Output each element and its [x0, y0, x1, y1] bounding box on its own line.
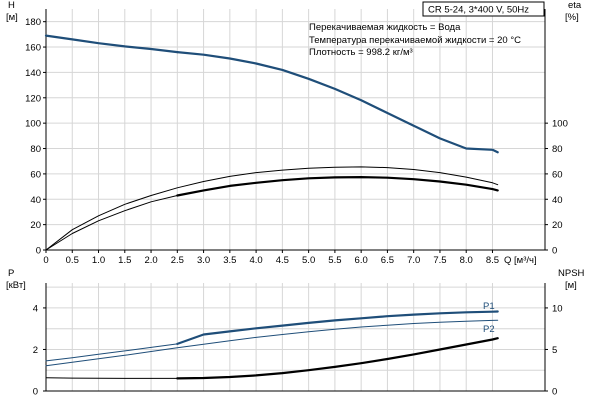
x-tick-label: 3.5: [223, 255, 236, 266]
head-axis-name: H: [8, 0, 15, 11]
head-tick-label: 0: [36, 246, 41, 257]
x-tick-label: 6.5: [381, 255, 394, 266]
eta-tick-label: 20: [552, 220, 563, 231]
head-tick-label: 120: [25, 93, 41, 104]
power-axis-unit: [кВт]: [6, 280, 26, 291]
top-right-curve: [45, 166, 499, 251]
x-tick-label: 0: [43, 255, 48, 266]
head-tick-label: 40: [30, 195, 41, 206]
bottom-p1-curve: [45, 343, 178, 362]
head-tick-label: 140: [25, 68, 41, 79]
info-liquid: Перекачиваемая жидкость = Вода: [309, 22, 461, 33]
power-tick-label: 4: [33, 303, 38, 314]
head-tick-label: 100: [25, 119, 41, 130]
npsh-tick-label: 10: [552, 303, 563, 314]
x-tick-label: 3.0: [197, 255, 210, 266]
eta-tick-label: 80: [552, 144, 563, 155]
npsh-tick-label: 0: [552, 387, 557, 398]
eta-tick-label: 100: [552, 119, 568, 130]
head-tick-label: 20: [30, 220, 41, 231]
series-label-p2: P2: [483, 324, 495, 335]
head-tick-label: 180: [25, 17, 41, 28]
x-tick-label: 4.5: [276, 255, 289, 266]
x-tick-label: 0.5: [66, 255, 79, 266]
x-tick-label: 4.0: [249, 255, 262, 266]
power-tick-label: 2: [33, 345, 38, 356]
head-tick-label: 80: [30, 144, 41, 155]
power-tick-label: 0: [33, 387, 38, 398]
eta-axis-unit: [%]: [565, 12, 579, 23]
x-tick-label: 5.5: [328, 255, 341, 266]
power-axis-name: P: [8, 268, 14, 279]
x-tick-label: 5.0: [302, 255, 315, 266]
head-tick-label: 60: [30, 169, 41, 180]
info-density: Плотность = 998.2 кг/м³: [309, 47, 413, 58]
x-tick-label: 2.5: [171, 255, 184, 266]
bottom-p2-curve: [45, 319, 499, 367]
bottom-panel-grid: [45, 283, 546, 392]
eta-tick-label: 40: [552, 195, 563, 206]
x-tick-label: 1.0: [92, 255, 105, 266]
bottom-right-curve: [176, 337, 499, 380]
eta-tick-label: 60: [552, 169, 563, 180]
top-panel-grid: [45, 9, 546, 251]
npsh-tick-label: 5: [552, 345, 557, 356]
curves: [44, 34, 499, 380]
npsh-axis-unit: [м]: [565, 280, 577, 291]
eta-tick-label: 0: [552, 246, 557, 257]
head-tick-label: 160: [25, 43, 41, 54]
bottom-p1-curve: [176, 310, 499, 345]
bottom-right-curve: [45, 377, 178, 379]
top-right-curve: [45, 195, 178, 251]
head-axis-unit: [м]: [6, 12, 18, 23]
axes: 0 0.5 1.0 1.5 2.0 2.5 3.0 3.5 4.0 4.5 5.0 5.5 6.0 6.5…: [25, 9, 568, 398]
header-box: CR 5-24, 3*400 V, 50Hz: [422, 1, 545, 17]
top-left-curve: [44, 34, 179, 54]
x-tick-label: 7.5: [433, 255, 446, 266]
x-tick-label: 2.0: [144, 255, 157, 266]
top-left-curve: [176, 50, 499, 154]
x-tick-label: 6.0: [355, 255, 368, 266]
eta-axis-name: eta: [568, 0, 582, 11]
npsh-axis-name: NPSH: [558, 268, 585, 279]
x-tick-label: 1.5: [118, 255, 131, 266]
x-tick-label: 7.0: [407, 255, 420, 266]
flow-axis-unit: Q [м³/ч]: [504, 255, 537, 266]
series-label-p1: P1: [483, 301, 495, 312]
pump-model-label: CR 5-24, 3*400 V, 50Hz: [428, 5, 529, 16]
top-right-curve: [176, 176, 499, 197]
x-tick-label: 8.0: [460, 255, 473, 266]
x-tick-label: 8.5: [486, 255, 499, 266]
info-temperature: Температура перекачиваемой жидкости = 20…: [309, 35, 521, 46]
